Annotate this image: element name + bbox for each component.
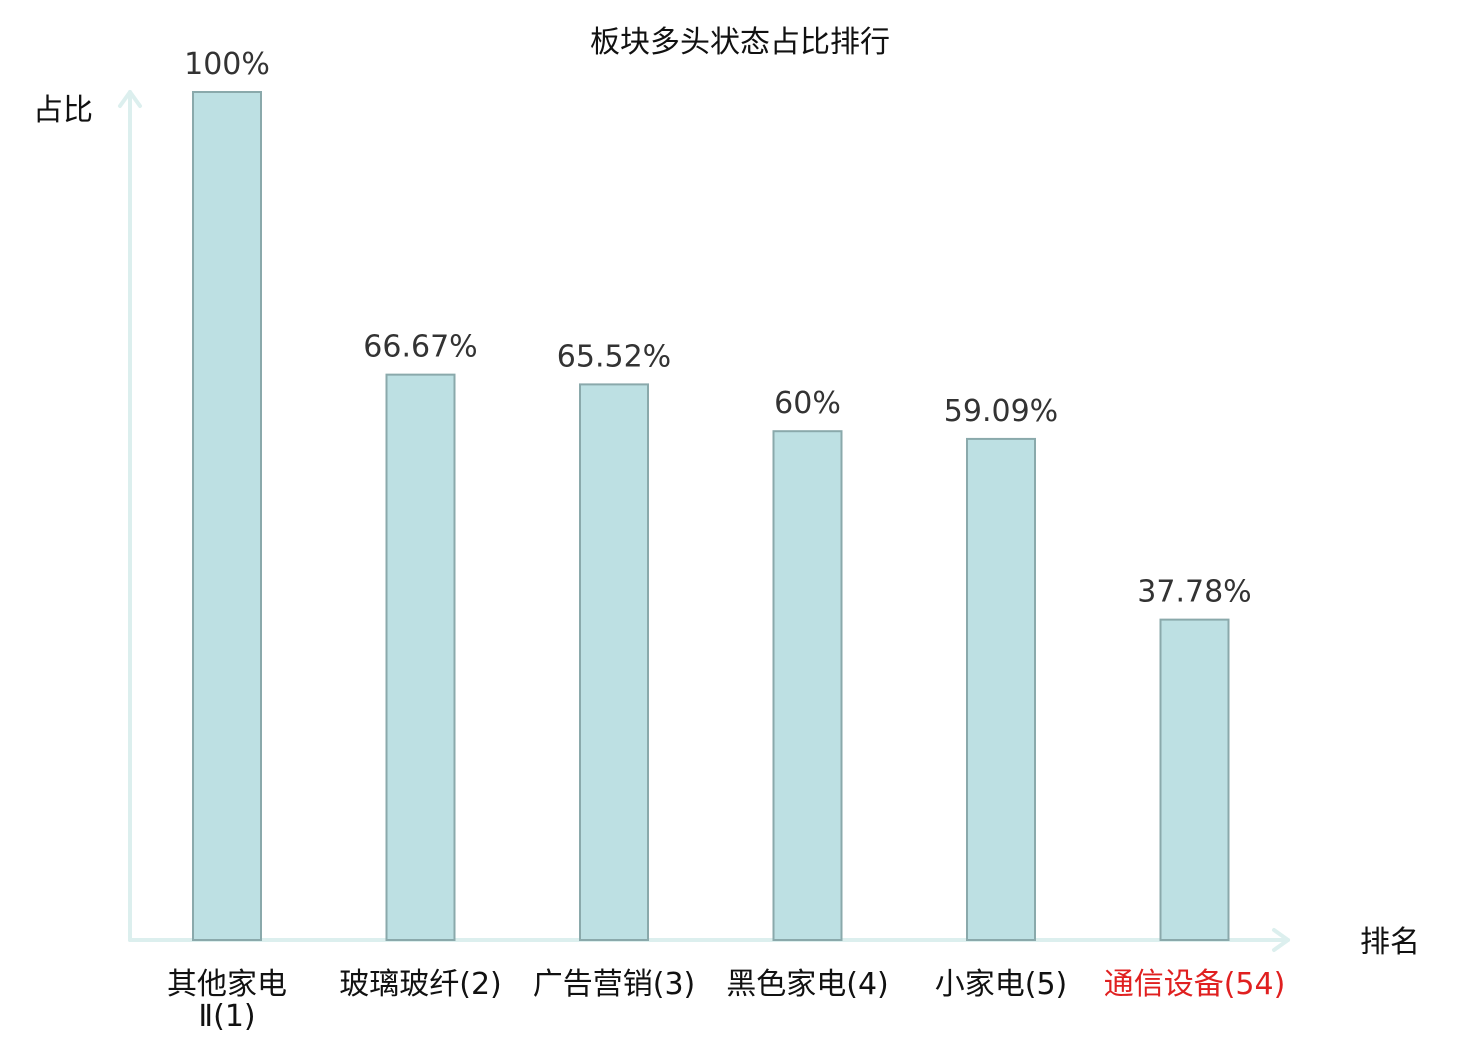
bar (772, 430, 843, 941)
category-label: 其他家电 Ⅱ(1) (167, 967, 287, 1034)
chart-title: 板块多头状态占比排行 (590, 25, 890, 60)
bar (385, 373, 456, 941)
category-label: 小家电(5) (935, 967, 1068, 1002)
bar-value-label: 37.78% (1137, 575, 1251, 610)
bar (966, 437, 1036, 941)
y-axis-title: 占比 (33, 93, 93, 128)
bar (192, 91, 262, 941)
bar-value-label: 66.67% (363, 330, 477, 365)
bars-group (192, 91, 1230, 942)
category-label: 广告营销(3) (533, 967, 696, 1002)
bar-value-label: 100% (184, 47, 270, 82)
bar (1159, 618, 1230, 941)
category-label: 通信设备(54) (1104, 967, 1286, 1002)
y-axis-arrow (118, 90, 142, 108)
x-axis-title: 排名 (1360, 925, 1420, 960)
bar-value-label: 65.52% (557, 339, 671, 374)
category-label: 黑色家电(4) (726, 967, 889, 1002)
category-labels-group: 其他家电 Ⅱ(1) 玻璃玻纤(2) 广告营销(3) 黑色家电(4) 小家电(5) 通信设备(… (167, 967, 1285, 1034)
axes (118, 90, 1290, 952)
bar-value-label: 60% (774, 386, 841, 421)
bar (579, 383, 649, 942)
value-labels-group: 100% 66.67% 65.52% 60% 59.09% 37.78% (184, 47, 1252, 610)
category-label: 玻璃玻纤(2) (339, 967, 502, 1002)
bar-value-label: 59.09% (944, 394, 1058, 429)
x-axis-arrow (1272, 928, 1290, 952)
